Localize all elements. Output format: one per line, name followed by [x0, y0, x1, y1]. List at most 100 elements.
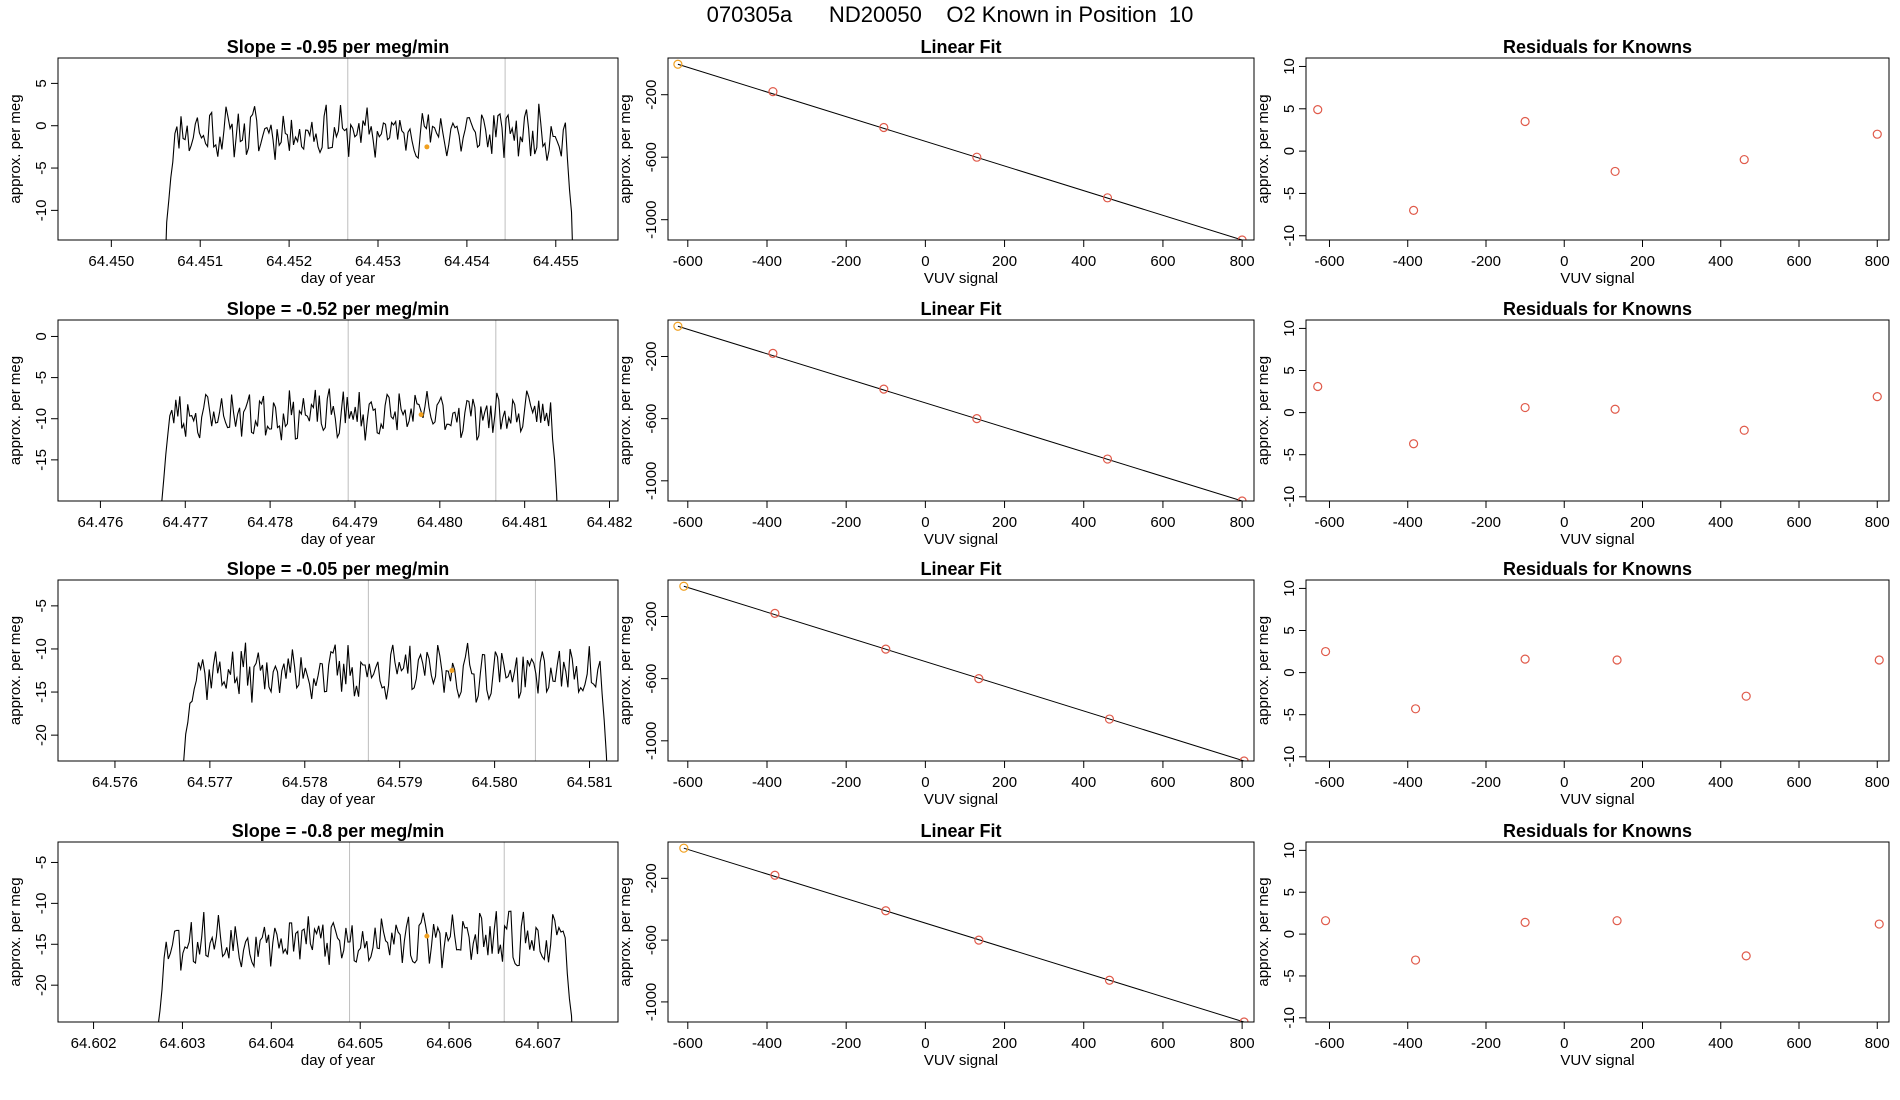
x-tick-label: 64.451: [177, 253, 223, 270]
x-tick-label: 64.577: [187, 774, 233, 791]
x-axis-label: VUV signal: [924, 270, 998, 287]
data-point: [972, 152, 982, 162]
x-tick-label: -600: [1314, 514, 1344, 531]
data-point: [1409, 439, 1419, 449]
x-tick-label: 800: [1865, 514, 1890, 531]
y-tick-label: -5: [1281, 448, 1298, 461]
x-tick-label: 400: [1708, 253, 1733, 270]
x-tick-label: 64.581: [567, 774, 613, 791]
x-tick-label: 64.454: [444, 253, 490, 270]
x-axis-label: day of year: [301, 1052, 375, 1069]
x-tick-label: 400: [1071, 774, 1096, 791]
y-tick-label: -15: [33, 933, 50, 955]
x-tick-label: 600: [1786, 774, 1811, 791]
y-tick-label: -20: [33, 724, 50, 746]
y-tick-label: 10: [1281, 842, 1298, 859]
x-axis-label: VUV signal: [1560, 270, 1634, 287]
x-tick-label: 0: [1560, 253, 1568, 270]
x-tick-label: -600: [673, 774, 703, 791]
panel-title: Residuals for Knowns: [1503, 299, 1692, 319]
x-axis-label: day of year: [301, 270, 375, 287]
y-tick-label: -600: [643, 404, 660, 434]
x-tick-label: 64.481: [502, 514, 548, 531]
x-tick-label: -200: [1471, 774, 1501, 791]
y-axis-label: approx. per meg: [1255, 616, 1272, 725]
y-tick-label: -600: [643, 142, 660, 172]
x-tick-label: 200: [992, 514, 1017, 531]
x-tick-label: -400: [752, 1035, 782, 1052]
x-tick-label: 200: [1630, 514, 1655, 531]
plot-frame: [667, 841, 1255, 1023]
data-trace: [157, 910, 573, 1022]
data-point: [972, 414, 982, 424]
panel-residuals-4: Residuals for Knowns -600 -400 -200 0 200 400 6…: [1255, 821, 1890, 1069]
y-axis-label: approx. per meg: [7, 877, 24, 986]
panel-title: Linear Fit: [920, 559, 1001, 579]
data-point: [768, 348, 778, 359]
data-point: [1610, 404, 1620, 414]
panel-title: Slope = -0.95 per meg/min: [227, 37, 450, 57]
y-axis-label: approx. per meg: [7, 356, 24, 465]
panel-residuals-1: Residuals for Knowns -600 -400 -200 0 200 400 6…: [1255, 37, 1890, 287]
y-tick-label: -5: [1281, 187, 1298, 200]
plot-frame: [667, 319, 1255, 502]
x-tick-label: 600: [1150, 1035, 1175, 1052]
x-tick-label: 400: [1071, 514, 1096, 531]
x-tick-label: 400: [1071, 253, 1096, 270]
x-tick-label: 200: [992, 253, 1017, 270]
y-tick-label: -10: [1281, 1007, 1298, 1029]
x-tick-label: 600: [1150, 514, 1175, 531]
x-tick-label: 64.576: [92, 774, 138, 791]
y-axis-label: approx. per meg: [1255, 877, 1272, 986]
data-point: [974, 674, 984, 684]
plot-frame: [667, 57, 1255, 241]
y-tick-label: -200: [643, 863, 660, 893]
y-tick-label: 5: [1281, 626, 1298, 634]
y-tick-label: -10: [33, 408, 50, 430]
y-tick-label: -15: [33, 681, 50, 703]
panel-fit-2: Linear Fit -600 -400 -200 0 200 400 600 800 -200 -…: [617, 299, 1255, 548]
plot-area: [673, 321, 1247, 501]
y-tick-label: 0: [1281, 147, 1298, 155]
x-tick-label: -600: [673, 253, 703, 270]
data-point: [679, 581, 689, 591]
plot-area: [157, 842, 573, 1022]
y-tick-label: -5: [1281, 969, 1298, 982]
panel-timeseries-4: Slope = -0.8 per meg/min 64.602 64.603 64.6…: [7, 821, 619, 1069]
x-tick-label: 64.450: [88, 253, 134, 270]
data-point: [1320, 646, 1331, 657]
plot-frame: [57, 57, 619, 241]
data-point: [1520, 917, 1530, 927]
y-tick-label: -10: [33, 638, 50, 660]
y-axis-label: approx. per meg: [1255, 356, 1272, 465]
data-point: [770, 870, 780, 880]
x-tick-label: -600: [673, 1035, 703, 1052]
plot-area: [1320, 646, 1884, 714]
y-axis-label: approx. per meg: [7, 616, 24, 725]
y-axis-label: approx. per meg: [617, 356, 634, 465]
y-tick-label: -10: [1281, 746, 1298, 768]
y-tick-label: 5: [33, 79, 50, 87]
data-point: [1739, 425, 1749, 435]
panel-fit-4: Linear Fit -600 -400 -200 0 200 400 600 800 -200 -…: [617, 821, 1255, 1069]
fit-line: [677, 63, 1243, 240]
x-tick-label: 0: [921, 1035, 929, 1052]
x-tick-label: 64.479: [332, 514, 378, 531]
data-trace: [161, 388, 558, 501]
x-tick-label: 64.602: [71, 1035, 117, 1052]
x-axis-label: day of year: [301, 531, 375, 548]
y-tick-label: -1000: [643, 201, 660, 239]
plot-frame: [1305, 579, 1890, 762]
highlight-point: [424, 144, 430, 150]
page-title: 070305a ND20050 O2 Known in Position 10: [706, 2, 1194, 27]
panel-title: Linear Fit: [920, 37, 1001, 57]
x-tick-label: -400: [1393, 1035, 1423, 1052]
y-tick-label: 0: [33, 332, 50, 340]
x-tick-label: 64.607: [515, 1035, 561, 1052]
data-point: [1102, 454, 1113, 464]
panel-timeseries-1: Slope = -0.95 per meg/min 64.450 64.451 64.…: [7, 37, 619, 287]
panel-title: Slope = -0.52 per meg/min: [227, 299, 450, 319]
x-tick-label: -200: [831, 253, 861, 270]
y-tick-label: -10: [1281, 486, 1298, 508]
x-tick-label: -400: [1393, 253, 1423, 270]
